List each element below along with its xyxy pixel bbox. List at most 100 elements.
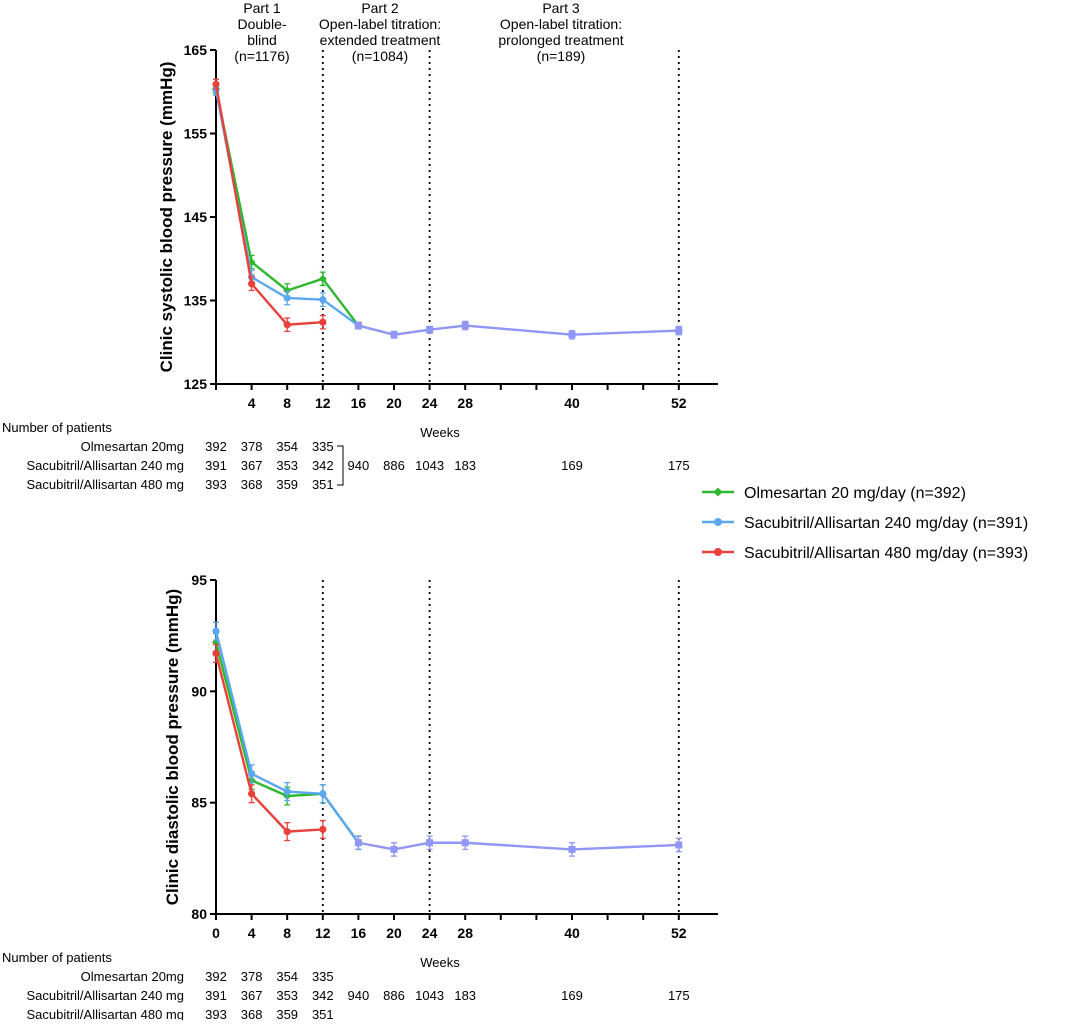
patients-count-combined: 1043 xyxy=(415,458,444,473)
patients-count: 342 xyxy=(312,988,334,1003)
patients-count-combined: 886 xyxy=(383,458,405,473)
data-point-sacubitril-240 xyxy=(283,787,291,796)
series-line-combined xyxy=(358,324,679,336)
patients-count: 359 xyxy=(276,477,298,492)
x-tick-label: 52 xyxy=(671,925,687,941)
x-tick-label: 4 xyxy=(248,925,256,941)
patients-count-combined: 175 xyxy=(668,458,690,473)
patients-count-combined: 169 xyxy=(561,988,583,1003)
patients-count: 368 xyxy=(241,477,263,492)
x-tick-label: 28 xyxy=(457,925,473,941)
data-point-sacubitril-240 xyxy=(248,770,256,778)
data-point-sacubitril-480 xyxy=(319,825,327,833)
patients-count: 351 xyxy=(312,1007,334,1020)
y-tick-label: 145 xyxy=(184,209,208,225)
data-point-sacubitril-480 xyxy=(212,80,220,88)
legend-label: Sacubitril/Allisartan 240 mg/day (n=391) xyxy=(744,515,1028,532)
patients-count-combined: 169 xyxy=(561,458,583,473)
part-1-label: Double- xyxy=(237,16,286,32)
data-point-combined xyxy=(354,839,362,847)
data-point-sacubitril-240 xyxy=(319,790,327,798)
data-point-sacubitril-240 xyxy=(283,294,291,302)
patients-row-label: Sacubitril/Allisartan 480 mg xyxy=(26,1007,184,1020)
legend-marker-circle xyxy=(714,518,722,526)
patients-count: 354 xyxy=(276,439,298,454)
data-point-combined xyxy=(675,327,683,335)
part-3-label: Open-label titration: xyxy=(500,16,622,32)
x-tick-label: 16 xyxy=(351,925,367,941)
y-tick-label: 85 xyxy=(191,795,207,811)
y-tick-label: 125 xyxy=(184,376,208,392)
patients-row-label: Sacubitril/Allisartan 480 mg xyxy=(26,477,184,492)
x-tick-label: 8 xyxy=(283,395,291,411)
patients-merge-bracket xyxy=(337,445,344,486)
data-point-combined xyxy=(426,326,434,334)
part-3-label: Part 3 xyxy=(542,0,580,16)
patients-count: 393 xyxy=(205,477,227,492)
x-tick-label: 52 xyxy=(671,395,687,411)
part-2-label: Part 2 xyxy=(361,0,399,16)
patients-count: 393 xyxy=(205,1007,227,1020)
y-axis-title: Clinic systolic blood pressure (mmHg) xyxy=(157,62,176,373)
data-point-combined xyxy=(390,331,398,339)
chart-panel-1: 125 135 145 155 165 4 8 12 16 20 24 28 40 52 Clinic sy… xyxy=(2,42,718,492)
patients-count: 351 xyxy=(312,477,334,492)
data-point-sacubitril-480 xyxy=(283,321,291,329)
part-2-label: extended treatment xyxy=(320,32,441,48)
patients-row-label: Sacubitril/Allisartan 240 mg xyxy=(26,458,184,473)
data-point-sacubitril-480 xyxy=(283,828,291,836)
series-line-combined xyxy=(358,841,679,851)
data-point-sacubitril-480 xyxy=(212,649,220,658)
series-line-sacubitril-480 xyxy=(214,84,323,326)
legend-label: Sacubitril/Allisartan 480 mg/day (n=393) xyxy=(744,545,1028,562)
part-1-label: Part 1 xyxy=(243,0,281,16)
y-tick-label: 95 xyxy=(191,572,207,588)
series-line-sacubitril-480 xyxy=(214,653,323,833)
patients-row-label: Olmesartan 20mg xyxy=(81,969,184,984)
data-point-sacubitril-480 xyxy=(319,318,327,326)
y-tick-label: 155 xyxy=(184,126,208,142)
patients-count-combined: 183 xyxy=(454,458,476,473)
data-point-olmesartan xyxy=(283,286,292,295)
part-3-label: (n=189) xyxy=(537,48,586,64)
data-point-combined xyxy=(426,839,434,847)
patients-count-combined: 1043 xyxy=(415,988,444,1003)
part-2-label: Open-label titration: xyxy=(319,16,441,32)
x-tick-label: 40 xyxy=(564,395,580,411)
y-tick-label: 80 xyxy=(191,906,207,922)
patients-count-combined: 183 xyxy=(454,988,476,1003)
data-point-combined xyxy=(461,322,469,330)
data-point-combined xyxy=(568,331,576,339)
y-tick-label: 135 xyxy=(184,293,208,309)
x-tick-label: 40 xyxy=(564,925,580,941)
patients-table-title: Number of patients xyxy=(2,950,112,965)
x-tick-label: 28 xyxy=(457,395,473,411)
patients-count: 392 xyxy=(205,439,227,454)
patients-count: 353 xyxy=(276,458,298,473)
data-point-combined xyxy=(390,845,398,853)
x-tick-label: 4 xyxy=(248,395,256,411)
patients-count: 391 xyxy=(205,458,227,473)
x-tick-label: 20 xyxy=(386,395,402,411)
legend-marker-circle xyxy=(714,548,722,556)
patients-count-combined: 175 xyxy=(668,988,690,1003)
data-point-combined xyxy=(354,322,362,330)
y-axis-title: Clinic diastolic blood pressure (mmHg) xyxy=(163,589,182,905)
data-point-sacubitril-480 xyxy=(248,790,256,798)
patients-count: 335 xyxy=(312,969,334,984)
data-point-sacubitril-480 xyxy=(248,280,256,288)
patients-count: 367 xyxy=(241,458,263,473)
patients-count: 368 xyxy=(241,1007,263,1020)
patients-count: 378 xyxy=(241,969,263,984)
patients-count: 335 xyxy=(312,439,334,454)
data-point-sacubitril-240 xyxy=(319,296,327,304)
patients-count: 392 xyxy=(205,969,227,984)
x-tick-label: 24 xyxy=(422,395,438,411)
part-3-label: prolonged treatment xyxy=(498,32,623,48)
chart-panel-2: 80 85 90 95 0 4 8 12 16 20 24 28 40 52 Clinic diastoli… xyxy=(2,572,718,1022)
y-tick-label: 90 xyxy=(191,683,207,699)
patients-count: 353 xyxy=(276,988,298,1003)
data-point-combined xyxy=(568,845,576,853)
